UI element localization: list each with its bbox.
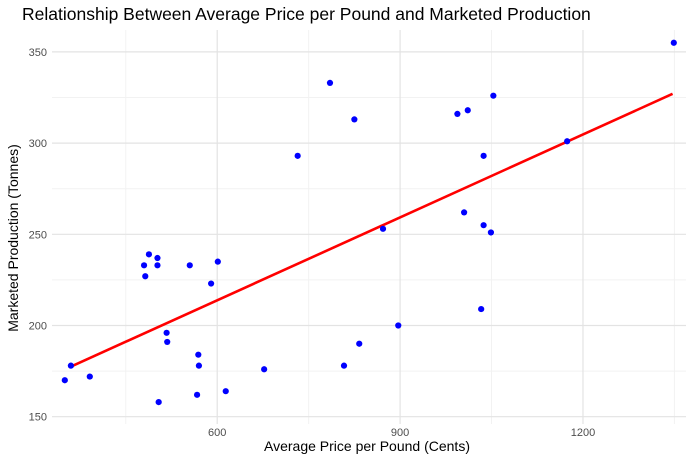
- data-point: [145, 251, 153, 258]
- data-point: [326, 79, 334, 86]
- data-point: [193, 391, 201, 398]
- data-point: [356, 340, 363, 347]
- x-tick-labels: 600 900 1200: [208, 427, 595, 439]
- x-tick-label: 600: [208, 427, 226, 439]
- data-point: [154, 262, 161, 269]
- data-point: [261, 366, 268, 373]
- data-point: [155, 399, 162, 406]
- y-tick-label: 150: [29, 412, 47, 424]
- trend-line: [68, 92, 674, 369]
- data-point: [395, 322, 402, 329]
- chart-title: Relationship Between Average Price per P…: [22, 4, 591, 24]
- trend-layer: [68, 92, 674, 369]
- data-point: [564, 138, 571, 145]
- data-point: [195, 362, 203, 369]
- x-tick-label: 900: [391, 427, 409, 439]
- data-point: [142, 273, 149, 280]
- x-axis-title: Average Price per Pound (Cents): [264, 438, 470, 454]
- data-point: [186, 262, 193, 269]
- data-point: [480, 222, 487, 229]
- data-point: [86, 373, 93, 380]
- data-point: [294, 152, 301, 159]
- x-tick-label: 1200: [571, 427, 595, 439]
- data-point: [195, 351, 202, 358]
- data-point: [67, 362, 74, 369]
- data-point: [379, 225, 387, 232]
- data-point: [140, 262, 148, 269]
- points-layer: [61, 39, 677, 406]
- y-tick-label: 250: [29, 229, 47, 241]
- y-tick-label: 350: [29, 47, 47, 59]
- data-point: [490, 92, 497, 99]
- data-point: [478, 305, 485, 313]
- data-point: [461, 209, 468, 216]
- y-tick-label: 300: [29, 138, 47, 150]
- minor-gridlines: [52, 30, 686, 424]
- data-point: [163, 329, 170, 336]
- major-gridlines: [52, 30, 686, 424]
- data-point: [222, 388, 229, 395]
- data-point: [61, 377, 68, 384]
- data-point: [480, 152, 487, 159]
- data-point: [464, 107, 471, 114]
- data-point: [214, 258, 221, 265]
- data-point: [340, 362, 348, 369]
- data-point: [351, 116, 358, 123]
- data-point: [670, 39, 677, 46]
- y-tick-labels: 150 200 250 300 350: [29, 47, 47, 424]
- y-axis-title: Marketed Production (Tonnes): [5, 144, 21, 332]
- data-point: [154, 254, 161, 262]
- data-point: [454, 110, 461, 118]
- y-tick-label: 200: [29, 321, 47, 333]
- data-point: [487, 229, 495, 236]
- data-point: [208, 280, 215, 287]
- data-point: [164, 338, 171, 346]
